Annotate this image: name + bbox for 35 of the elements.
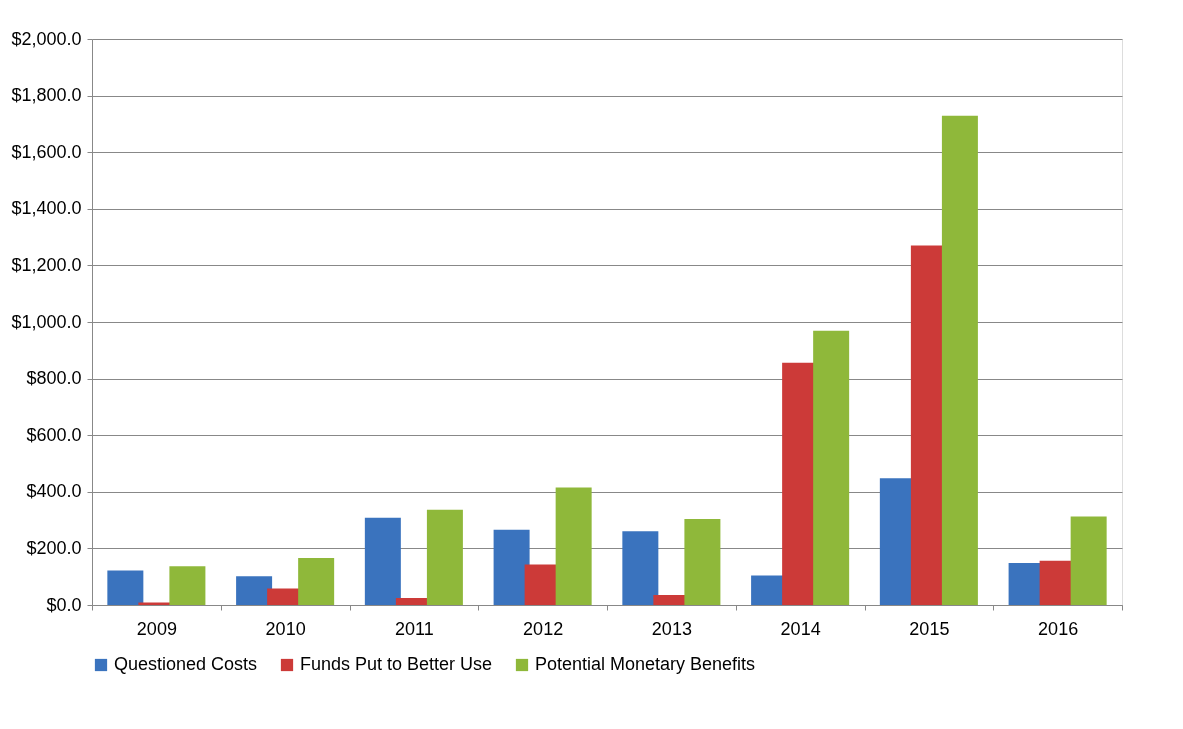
x-tick-label: 2016	[1038, 618, 1079, 639]
y-tick-label: $1,200.0	[11, 254, 82, 275]
bar	[169, 566, 206, 605]
y-tick-label: $1,400.0	[11, 198, 82, 219]
bar	[493, 529, 530, 605]
y-tick-label: $2,000.0	[11, 28, 82, 49]
y-tick-label: $0.0	[46, 594, 82, 615]
bar	[684, 518, 721, 605]
bar	[813, 330, 850, 605]
y-tick-label: $400.0	[26, 481, 82, 502]
y-tick-label: $1,600.0	[11, 141, 82, 162]
x-tick-label: 2013	[651, 618, 692, 639]
bar	[622, 531, 659, 605]
x-tick-label: 2014	[780, 618, 821, 639]
y-tick-label: $600.0	[26, 424, 82, 445]
y-tick-label: $800.0	[26, 368, 82, 389]
bar	[364, 517, 401, 605]
x-tick-label: 2012	[523, 618, 564, 639]
bar	[941, 115, 978, 605]
legend-label: Potential Monetary Benefits	[535, 654, 756, 674]
y-tick-label: $1,000.0	[11, 311, 82, 332]
bar	[555, 487, 592, 605]
bar	[107, 570, 144, 605]
x-tick-label: 2010	[265, 618, 306, 639]
x-tick-label: 2009	[136, 618, 177, 639]
bar	[236, 576, 273, 605]
bar	[1070, 516, 1107, 605]
bar	[426, 509, 463, 605]
y-tick-label: $200.0	[26, 537, 82, 558]
legend-label: Questioned Costs	[114, 654, 258, 674]
x-tick-label: 2015	[909, 618, 950, 639]
x-tick-label: 2011	[395, 618, 434, 639]
legend-label: Funds Put to Better Use	[300, 654, 493, 674]
bar	[298, 558, 335, 605]
y-tick-label: $1,800.0	[11, 85, 82, 106]
